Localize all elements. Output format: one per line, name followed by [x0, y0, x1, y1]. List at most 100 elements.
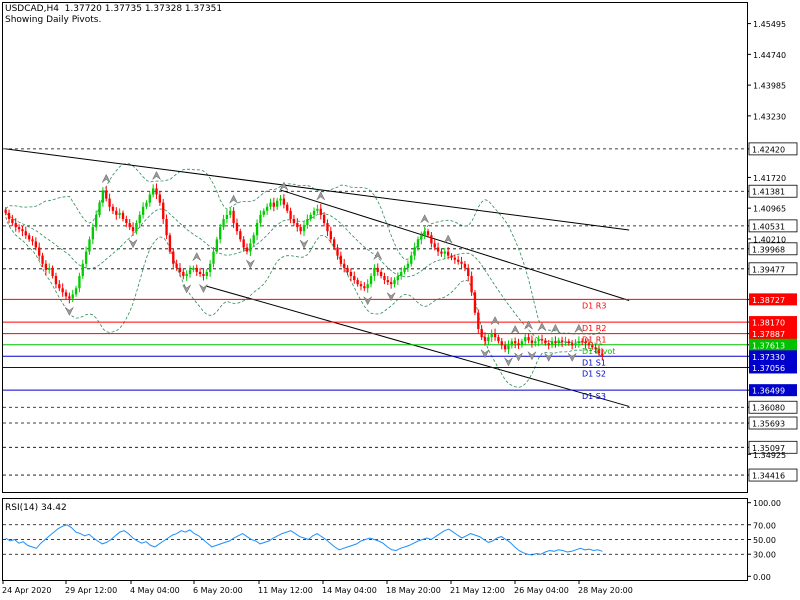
candle [306, 214, 309, 229]
fractal-up-marker [373, 250, 382, 260]
candle [480, 324, 483, 341]
candle-body [336, 247, 339, 256]
candle [540, 334, 544, 345]
fractal-down-marker [199, 284, 208, 294]
candle [530, 335, 534, 348]
candle-body [530, 340, 534, 344]
candle [554, 336, 557, 348]
candle [591, 342, 594, 350]
candle [182, 269, 185, 280]
pivot-label: D1 R1 [582, 336, 606, 345]
candle-body [296, 223, 299, 228]
candle [208, 260, 212, 277]
price-box-label: 1.41381 [752, 188, 785, 197]
price-box-label: 1.34416 [752, 472, 785, 481]
candle [272, 197, 276, 212]
candle-body [460, 261, 463, 264]
candle-body [349, 271, 353, 277]
candle-body [108, 198, 111, 207]
candle-body [178, 267, 182, 272]
candle [520, 338, 524, 348]
candle [346, 265, 349, 276]
candle [557, 337, 560, 347]
fractal-down-marker [544, 353, 553, 362]
price-badge-label: 1.38170 [752, 319, 785, 328]
rsi-tick-label: 100.00 [753, 499, 781, 508]
candle [68, 292, 71, 304]
candle-body [436, 247, 440, 252]
candle [198, 267, 202, 277]
candle-body [527, 337, 530, 341]
band-line [5, 163, 603, 335]
candle-body [78, 276, 81, 289]
price-box-label: 1.35097 [752, 444, 785, 453]
candle [279, 194, 282, 206]
price-box [748, 262, 798, 276]
candle-body [302, 225, 306, 232]
candle-body [493, 333, 497, 338]
candle [500, 337, 503, 350]
candle [356, 277, 359, 287]
candle-body [550, 341, 554, 346]
candle-body [145, 202, 148, 207]
candle [426, 228, 430, 238]
price-badge-label: 1.37330 [752, 353, 785, 362]
candle-body [54, 276, 58, 285]
candle-body [369, 276, 373, 285]
candle [400, 267, 403, 280]
candle [265, 203, 269, 215]
fractal-down-marker [65, 307, 74, 316]
candle [255, 219, 259, 241]
candle [14, 218, 17, 232]
fractal-up-marker [420, 214, 429, 223]
price-badge-label: 1.38727 [752, 296, 785, 305]
candle-body [11, 218, 14, 224]
candle-body [413, 247, 416, 256]
candle [61, 283, 64, 297]
candle-body [443, 251, 446, 254]
rsi-tick-label: 0.00 [753, 573, 771, 582]
candle-body [84, 251, 88, 264]
candle [24, 226, 27, 239]
pivot-labels: D1 R3 D1 R2 D1 R1 D1 Pivot D1 S1 D1 S2 D1 S3 [582, 301, 615, 401]
candle-body [252, 235, 255, 244]
candle [38, 242, 41, 261]
candle [316, 204, 319, 214]
fractal-up-marker [510, 324, 520, 334]
candle [155, 183, 158, 200]
candle [48, 263, 51, 274]
candle [326, 219, 329, 237]
candle-body [38, 247, 41, 256]
candle-body [125, 218, 128, 224]
candle [537, 335, 540, 347]
candle-body [242, 239, 245, 248]
candle-body [105, 190, 108, 199]
candle [259, 210, 262, 227]
candle [343, 258, 346, 273]
candle [376, 263, 379, 276]
candle-body [450, 255, 453, 258]
candle-body [312, 210, 316, 215]
candle [319, 203, 322, 220]
price-axis: 1.45495 1.44740 1.43985 1.43230 1.42420 1.417… [747, 20, 798, 482]
candle [121, 210, 125, 222]
chart-title: USDCAD,H4 1.37720 1.37735 1.37328 1.3735… [5, 4, 223, 14]
candle-body [339, 255, 343, 264]
candle-body [373, 267, 376, 277]
candle [212, 247, 215, 268]
fractal-up-marker [152, 170, 161, 180]
price-label: 1.43230 [753, 112, 786, 121]
candle-body [101, 190, 105, 203]
candle-body [151, 188, 155, 195]
candle-body [473, 292, 477, 313]
candle-body [172, 251, 175, 264]
candle [443, 247, 446, 259]
fractal-up-marker [551, 323, 560, 333]
rsi-line [5, 524, 603, 556]
rsi-tick-label: 30.00 [753, 551, 776, 560]
candle [510, 338, 513, 349]
candle [383, 272, 386, 285]
candle-body [343, 263, 346, 268]
price-label: 1.43985 [753, 82, 786, 91]
pivot-label: D1 R3 [582, 301, 606, 310]
